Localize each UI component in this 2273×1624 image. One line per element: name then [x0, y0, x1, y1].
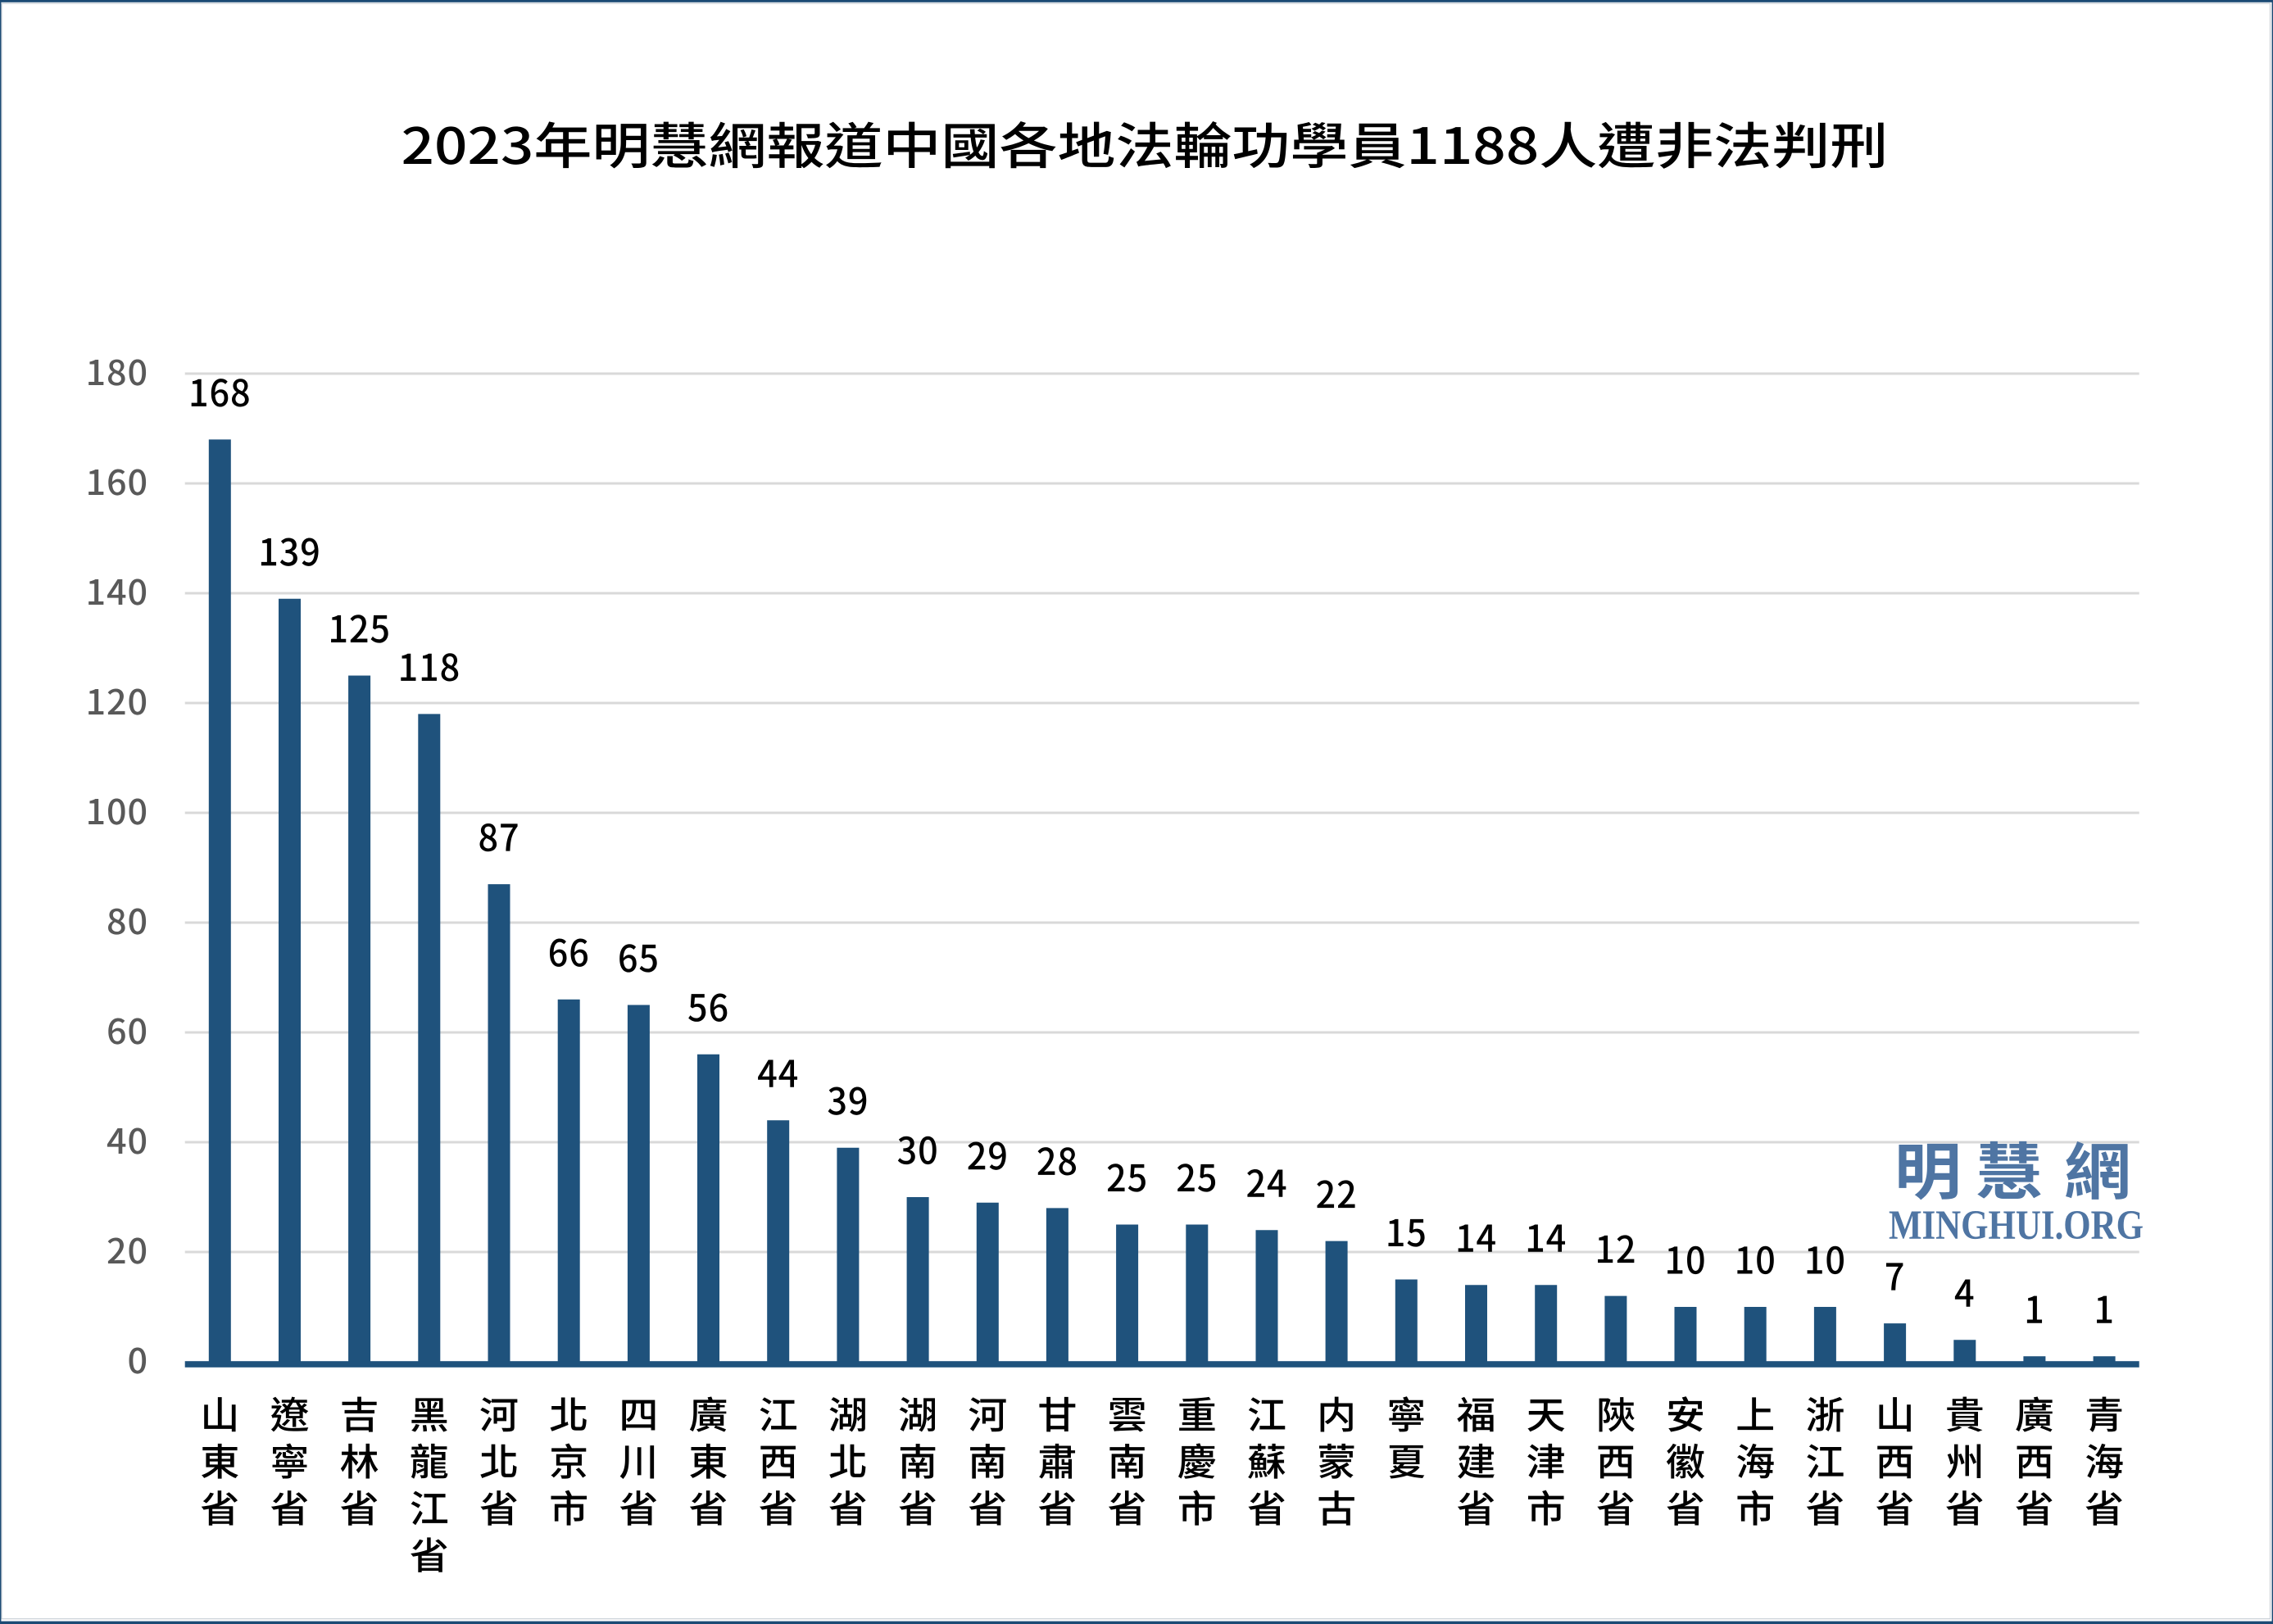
svg-text:MINGHUI.ORG: MINGHUI.ORG [1889, 1203, 2144, 1249]
